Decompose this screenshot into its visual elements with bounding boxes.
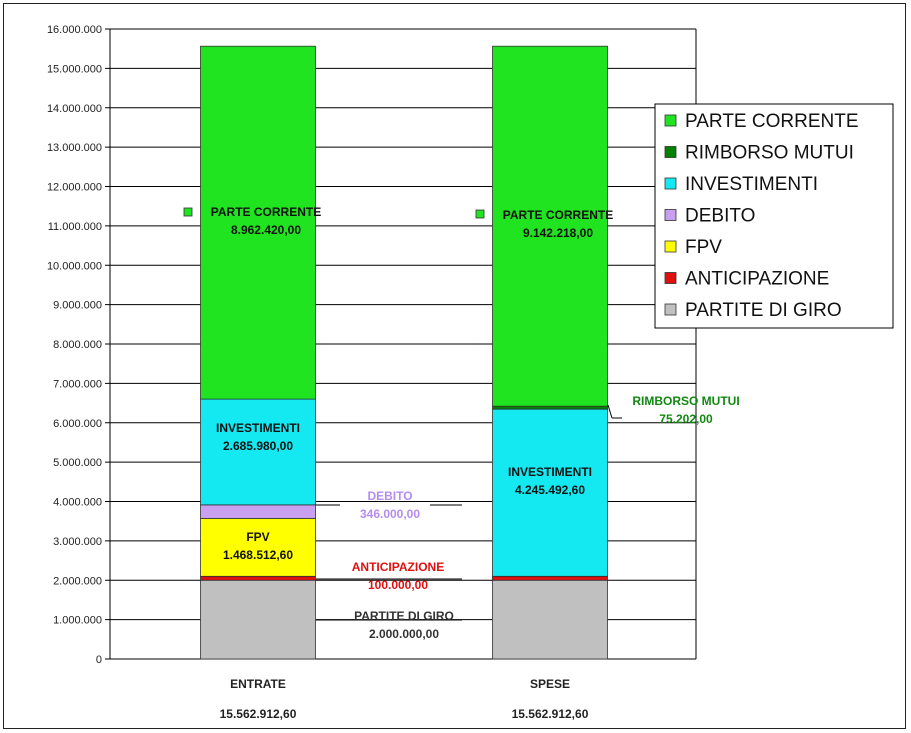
bar-segment-debito [200,504,316,519]
data-label-parte-corrente-spese-value: 9.142.218,00 [523,226,593,240]
y-tick-label: 13.000.000 [47,142,102,154]
y-tick-label: 10.000.000 [47,260,102,272]
data-label-fpv-value: 1.468.512,60 [223,548,293,562]
bar-segment-partite-di-giro [200,579,316,660]
y-tick-label: 16.000.000 [47,24,102,36]
legend-swatch-anticipazione [664,272,677,284]
y-tick-label: 6.000.000 [53,418,102,430]
bar-segment-investimenti [200,398,316,506]
x-category-label: SPESE [530,677,570,691]
data-label-anticipazione-name: ANTICIPAZIONE [352,560,444,574]
label-key-marker [183,207,193,217]
data-label-investimenti-entrate-name: INVESTIMENTI [216,421,300,435]
bar-segment-partite-di-giro [492,579,608,660]
y-tick-label: 7.000.000 [53,378,102,390]
legend-swatch-fpv [664,240,677,253]
legend-label-fpv: FPV [685,237,722,258]
legend-label-rimborso-mutui: RIMBORSO MUTUI [685,143,854,164]
x-category-label: ENTRATE [230,677,286,691]
bar-segment-anticipazione [492,575,608,581]
y-tick-label: 5.000.000 [53,457,102,469]
legend-label-anticipazione: ANTICIPAZIONE [685,269,829,290]
y-tick-label: 15.000.000 [47,63,102,75]
bar-segment-anticipazione [200,575,316,581]
data-label-rimborso-mutui-value: 75.202,00 [659,412,713,426]
y-tick-label: 14.000.000 [47,103,102,115]
legend-label-debito: DEBITO [685,206,755,227]
y-tick-label: 12.000.000 [47,182,102,194]
y-tick-label: 9.000.000 [53,300,102,312]
data-label-partite-di-giro-name: PARTITE DI GIRO [354,609,454,623]
data-label-debito-value: 346.000,00 [360,507,420,521]
category-total-label: 15.562.912,60 [220,707,297,721]
y-tick-label: 3.000.000 [53,536,102,548]
bar-segment-fpv [200,518,316,577]
bar-segment-rimborso-mutui [492,405,608,410]
data-label-investimenti-spese-value: 4.245.492,60 [515,483,585,497]
legend-label-partite-di-giro: PARTITE DI GIRO [685,300,842,321]
data-label-investimenti-spese-name: INVESTIMENTI [508,465,592,479]
data-label-partite-di-giro-value: 2.000.000,00 [369,627,439,641]
legend-label-parte-corrente: PARTE CORRENTE [685,111,859,132]
data-label-investimenti-entrate-value: 2.685.980,00 [223,439,293,453]
data-label-parte-corrente-entrate-value: 8.962.420,00 [231,223,301,237]
legend-swatch-rimborso-mutui [664,146,677,158]
bar-segment-parte-corrente [200,45,316,400]
data-label-parte-corrente-spese-name: PARTE CORRENTE [503,208,613,222]
legend-swatch-investimenti [664,177,677,190]
legend-swatch-parte-corrente [664,114,677,127]
data-label-debito-name: DEBITO [367,489,412,503]
data-label-rimborso-mutui-name: RIMBORSO MUTUI [632,394,739,408]
y-tick-label: 1.000.000 [53,615,102,627]
category-total-label: 15.562.912,60 [512,707,589,721]
data-label-parte-corrente-entrate-name: PARTE CORRENTE [211,205,321,219]
y-tick-label: 8.000.000 [53,339,102,351]
legend-label-investimenti: INVESTIMENTI [685,174,818,195]
legend-swatch-debito [664,209,677,221]
y-tick-label: 4.000.000 [53,497,102,509]
y-tick-label: 2.000.000 [53,575,102,587]
label-key-marker [475,209,485,219]
data-label-anticipazione-value: 100.000,00 [368,578,428,592]
legend-box [654,103,894,329]
y-tick-label: 11.000.000 [48,221,102,233]
bar-segment-investimenti [492,408,608,577]
y-tick-label: 0 [96,654,102,666]
bar-segment-parte-corrente [492,45,608,407]
data-label-fpv-name: FPV [246,530,269,544]
legend-swatch-partite-di-giro [664,303,677,316]
leader-line-rimborso-mutui [607,404,613,419]
